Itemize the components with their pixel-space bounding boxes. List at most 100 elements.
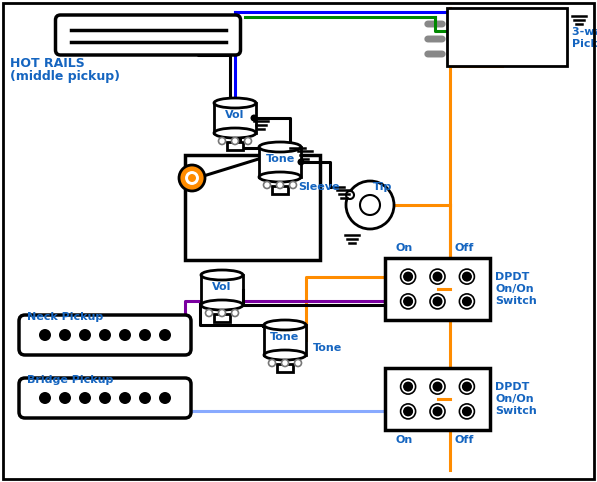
Circle shape [79,329,91,341]
Ellipse shape [264,320,306,330]
Circle shape [404,382,413,391]
Circle shape [184,170,200,186]
Circle shape [159,392,171,404]
Circle shape [39,392,51,404]
Circle shape [433,382,442,391]
Circle shape [188,174,196,182]
Ellipse shape [264,350,306,360]
Text: On: On [395,243,413,253]
Text: Tone: Tone [270,332,300,342]
Ellipse shape [259,172,301,182]
Circle shape [433,407,442,416]
Text: DPDT
On/On
Switch: DPDT On/On Switch [495,382,537,415]
Circle shape [430,379,445,394]
Text: Off: Off [454,243,473,253]
Circle shape [404,297,413,306]
Text: Sleeve: Sleeve [298,182,340,192]
Circle shape [463,407,472,416]
Circle shape [462,296,472,307]
Ellipse shape [259,142,301,152]
Circle shape [139,392,151,404]
Circle shape [290,182,297,188]
Text: Bridge Pickup: Bridge Pickup [27,375,113,385]
Circle shape [460,269,475,284]
Circle shape [460,379,475,394]
Bar [214,103,256,133]
Circle shape [463,297,472,306]
Ellipse shape [214,98,256,108]
Ellipse shape [214,128,256,138]
Circle shape [404,272,413,281]
Circle shape [404,407,413,416]
Circle shape [403,296,413,307]
Bar [264,325,306,355]
Text: Tone: Tone [313,343,342,353]
Circle shape [432,406,442,416]
FancyBboxPatch shape [19,378,191,418]
Circle shape [263,182,270,188]
Circle shape [251,115,257,121]
Circle shape [139,329,151,341]
Ellipse shape [201,270,243,280]
Circle shape [269,360,275,366]
Circle shape [205,309,213,317]
Circle shape [245,137,251,145]
Text: HOT RAILS: HOT RAILS [10,57,85,70]
Circle shape [433,297,442,306]
Circle shape [401,269,416,284]
Circle shape [219,309,226,317]
Circle shape [276,182,284,188]
Circle shape [401,294,416,309]
Text: 3-way Gibson style
Pickup Selector: 3-way Gibson style Pickup Selector [572,27,597,49]
Circle shape [99,329,111,341]
Circle shape [39,329,51,341]
Circle shape [179,165,205,191]
FancyBboxPatch shape [185,155,320,260]
Circle shape [119,392,131,404]
Circle shape [460,294,475,309]
Circle shape [433,272,442,281]
Circle shape [403,382,413,391]
Bar [201,275,243,305]
Text: Vol: Vol [213,282,232,292]
Text: On: On [395,435,413,445]
Circle shape [346,181,394,229]
FancyBboxPatch shape [385,258,490,320]
Circle shape [59,329,71,341]
Circle shape [232,137,238,145]
Circle shape [430,294,445,309]
Bar [227,142,243,150]
Circle shape [119,329,131,341]
FancyBboxPatch shape [385,368,490,430]
Bar [259,147,301,177]
Circle shape [462,271,472,281]
Circle shape [460,404,475,419]
Circle shape [219,137,226,145]
Circle shape [432,271,442,281]
Circle shape [463,272,472,281]
Circle shape [403,271,413,281]
FancyBboxPatch shape [19,315,191,355]
Text: Vol: Vol [225,110,245,120]
Circle shape [294,360,301,366]
Bar [277,364,293,372]
Text: Off: Off [454,435,473,445]
Circle shape [430,404,445,419]
Circle shape [432,296,442,307]
Text: Neck Pickup: Neck Pickup [27,312,103,322]
Circle shape [463,382,472,391]
Circle shape [346,191,354,199]
Circle shape [432,382,442,391]
Ellipse shape [201,300,243,310]
Circle shape [159,329,171,341]
Circle shape [297,159,304,165]
Circle shape [79,392,91,404]
Text: Tip: Tip [373,182,392,192]
Circle shape [401,379,416,394]
Circle shape [462,406,472,416]
Text: DPDT
On/On
Switch: DPDT On/On Switch [495,272,537,306]
Circle shape [401,404,416,419]
Bar [272,186,288,194]
Text: Tone: Tone [266,154,295,164]
Circle shape [59,392,71,404]
